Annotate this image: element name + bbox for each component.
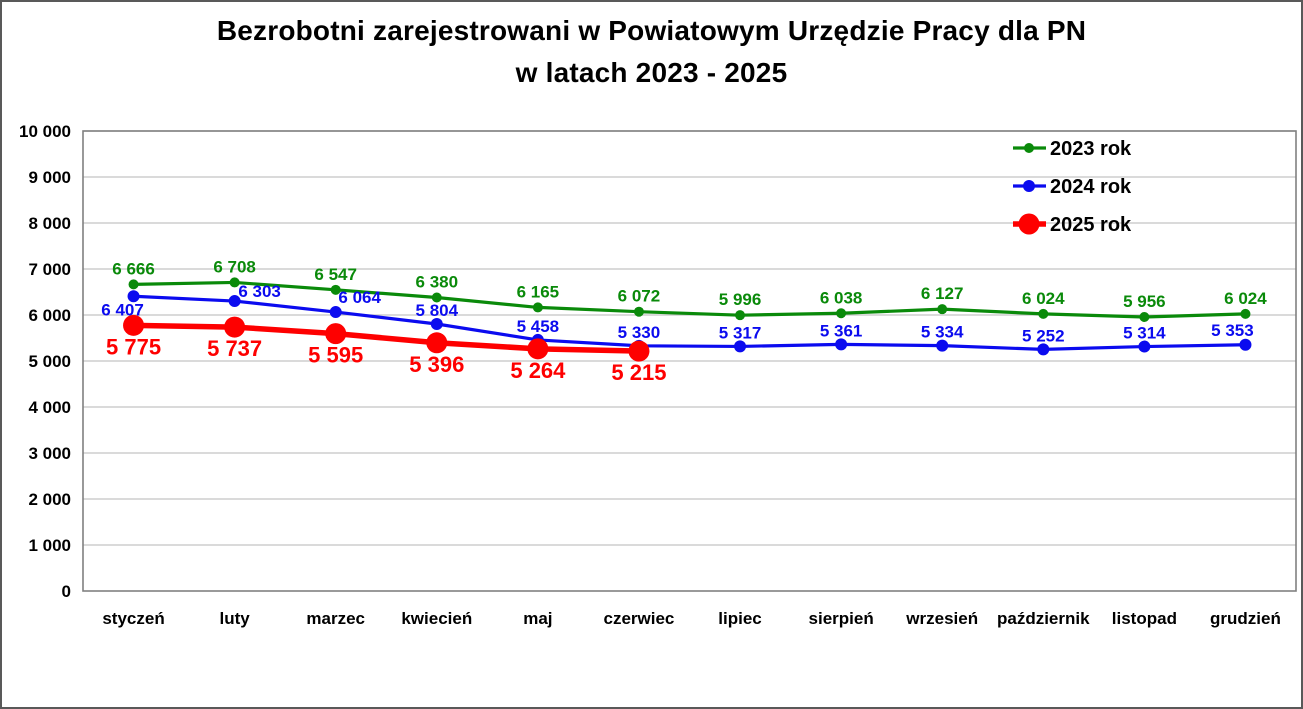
data-point-marker xyxy=(228,295,241,308)
data-point-label: 5 996 xyxy=(719,290,762,309)
legend-marker-icon xyxy=(1023,180,1035,192)
legend-label: 2023 rok xyxy=(1050,138,1132,160)
data-point-label: 5 804 xyxy=(416,301,459,320)
data-point-label: 6 303 xyxy=(238,282,281,301)
plot-border xyxy=(82,130,1297,592)
data-point-label: 5 361 xyxy=(820,321,863,340)
chart-title: Bezrobotni zarejestrowani w Powiatowym U… xyxy=(0,10,1303,94)
data-point-marker xyxy=(735,310,746,321)
legend-label: 2025 rok xyxy=(1050,214,1132,236)
data-point-label: 6 407 xyxy=(101,300,144,319)
y-axis-tick-label: 10 000 xyxy=(19,122,71,141)
y-axis-tick-label: 4 000 xyxy=(28,398,71,417)
series-line-2025-rok xyxy=(130,322,642,354)
data-point-label: 6 038 xyxy=(820,288,863,307)
data-point-label: 6 666 xyxy=(112,259,155,278)
x-axis-category-label: kwiecień xyxy=(401,609,472,628)
data-point-label: 5 330 xyxy=(618,323,661,342)
data-point-marker xyxy=(127,290,140,303)
data-point-marker xyxy=(430,318,443,331)
data-point-marker xyxy=(329,306,342,319)
data-point-marker xyxy=(835,338,848,351)
y-axis-tick-label: 8 000 xyxy=(28,214,71,233)
data-point-label: 6 064 xyxy=(338,288,381,307)
chart-title-line2: w latach 2023 - 2025 xyxy=(515,57,788,88)
data-point-marker xyxy=(633,306,644,317)
data-point-marker xyxy=(1240,308,1251,319)
data-point-marker xyxy=(532,302,543,313)
x-axis-category-label: marzec xyxy=(306,609,365,628)
x-axis-category-label: grudzień xyxy=(1210,609,1281,628)
data-point-label: 5 595 xyxy=(308,343,363,368)
y-axis-tick-label: 5 000 xyxy=(28,352,71,371)
chart-title-line1: Bezrobotni zarejestrowani w Powiatowym U… xyxy=(216,15,1087,46)
y-axis-tick-label: 3 000 xyxy=(28,444,71,463)
y-axis-tick-label: 0 xyxy=(62,582,71,601)
y-axis-tick-label: 2 000 xyxy=(28,490,71,509)
data-point-label: 5 353 xyxy=(1211,321,1254,340)
data-point-label: 6 380 xyxy=(416,273,459,292)
data-point-marker xyxy=(325,323,347,345)
data-point-marker xyxy=(936,339,949,352)
data-point-marker xyxy=(734,340,747,353)
y-axis-tick-label: 1 000 xyxy=(28,536,71,555)
series-line-2023-rok xyxy=(131,280,1248,319)
x-axis-category-label: lipiec xyxy=(718,609,761,628)
legend-label: 2024 rok xyxy=(1050,176,1132,198)
data-point-marker xyxy=(128,279,139,290)
data-point-label: 5 737 xyxy=(207,336,262,361)
data-point-marker xyxy=(123,314,145,336)
x-axis-category-label: wrzesień xyxy=(905,609,978,628)
data-point-marker xyxy=(330,284,341,295)
x-axis-category-label: luty xyxy=(220,609,251,628)
data-point-label: 6 024 xyxy=(1224,289,1267,308)
data-point-label: 5 956 xyxy=(1123,292,1166,311)
data-point-marker xyxy=(1138,340,1151,353)
x-axis-category-label: maj xyxy=(523,609,552,628)
data-point-marker xyxy=(527,338,549,360)
data-point-label: 5 317 xyxy=(719,323,762,342)
legend-marker-icon xyxy=(1018,213,1040,235)
data-point-label: 6 024 xyxy=(1022,289,1065,308)
x-axis-category-label: listopad xyxy=(1112,609,1177,628)
series-line-2024-rok xyxy=(131,294,1248,352)
data-point-label: 5 334 xyxy=(921,323,964,342)
y-axis-tick-label: 7 000 xyxy=(28,260,71,279)
data-point-marker xyxy=(229,277,240,288)
data-point-label: 5 458 xyxy=(517,317,560,336)
data-point-marker xyxy=(224,316,246,338)
data-point-label: 6 547 xyxy=(314,265,357,284)
data-point-marker xyxy=(628,340,650,362)
data-point-label: 5 252 xyxy=(1022,326,1065,345)
data-point-marker xyxy=(1239,338,1252,351)
y-axis-tick-label: 9 000 xyxy=(28,168,71,187)
data-point-label: 6 072 xyxy=(618,287,661,306)
data-point-label: 6 708 xyxy=(213,257,256,276)
data-point-label: 6 127 xyxy=(921,284,964,303)
data-point-label: 5 264 xyxy=(510,358,566,383)
data-point-marker xyxy=(1038,308,1049,319)
data-point-marker xyxy=(1037,343,1050,356)
x-axis-category-label: styczeń xyxy=(102,609,164,628)
y-axis-tick-label: 6 000 xyxy=(28,306,71,325)
x-axis-category-label: czerwiec xyxy=(604,609,675,628)
data-point-marker xyxy=(1139,312,1150,323)
x-axis-category-label: sierpień xyxy=(809,609,874,628)
x-axis-category-label: październik xyxy=(997,609,1090,628)
data-point-marker xyxy=(431,292,442,303)
data-point-label: 5 396 xyxy=(409,352,464,377)
data-point-marker xyxy=(836,308,847,319)
data-point-label: 6 165 xyxy=(517,282,560,301)
legend-marker-icon xyxy=(1024,143,1034,153)
data-point-marker xyxy=(426,332,448,354)
data-point-marker xyxy=(937,304,948,315)
data-point-label: 5 775 xyxy=(106,334,161,359)
data-point-label: 5 215 xyxy=(611,360,666,385)
data-point-label: 5 314 xyxy=(1123,324,1166,343)
